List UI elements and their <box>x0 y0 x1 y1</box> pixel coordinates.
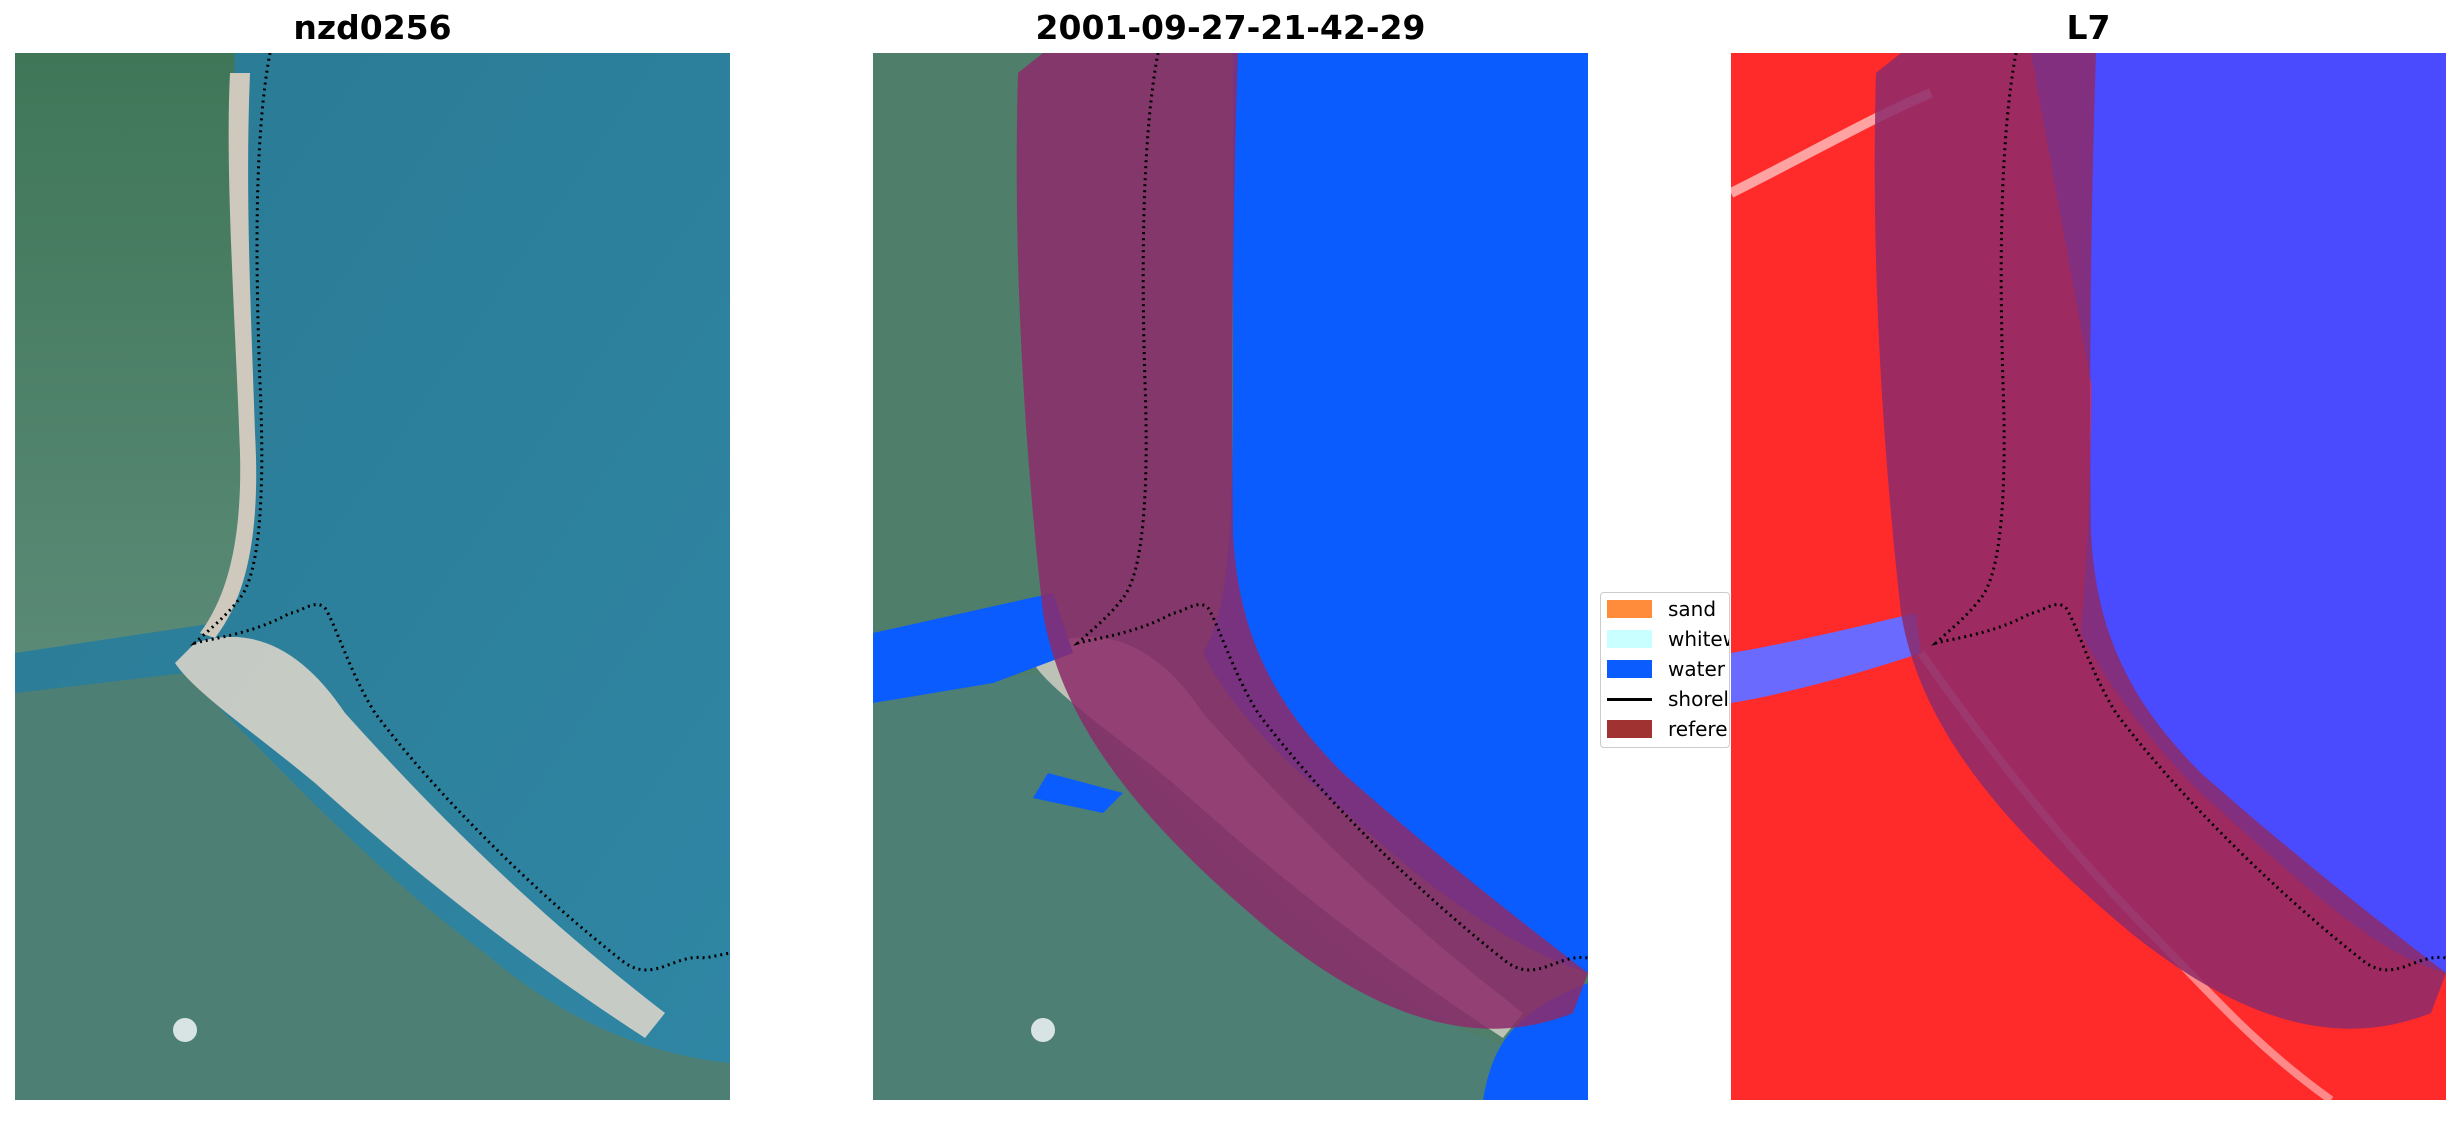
legend-label-sand: sand <box>1668 597 1717 621</box>
legend-item-reference: reference <box>1607 715 1729 743</box>
water-swatch <box>1607 660 1652 678</box>
index-image <box>1731 53 2446 1100</box>
legend-label-shoreline: shoreline <box>1668 687 1729 711</box>
panel-title-classified: 2001-09-27-21-42-29 <box>1035 8 1426 47</box>
legend-label-water: water <box>1668 657 1725 681</box>
legend-item-water: water <box>1607 655 1725 683</box>
legend-item-shoreline: shoreline <box>1607 685 1729 713</box>
panel-title-index: L7 <box>2066 8 2111 47</box>
rgb-image <box>15 53 730 1100</box>
shoreline-swatch <box>1607 697 1652 701</box>
legend-item-sand: sand <box>1607 595 1716 623</box>
reference-swatch <box>1607 720 1652 738</box>
classified-image-panel <box>873 53 1588 1100</box>
classified-image <box>873 53 1588 1100</box>
panel-title-rgb: nzd0256 <box>293 8 452 47</box>
whitewater-swatch <box>1607 630 1652 648</box>
index-image-panel <box>1731 53 2446 1100</box>
legend-label-reference: reference <box>1668 717 1729 741</box>
sand-swatch <box>1607 600 1652 618</box>
rgb-image-panel <box>15 53 730 1100</box>
